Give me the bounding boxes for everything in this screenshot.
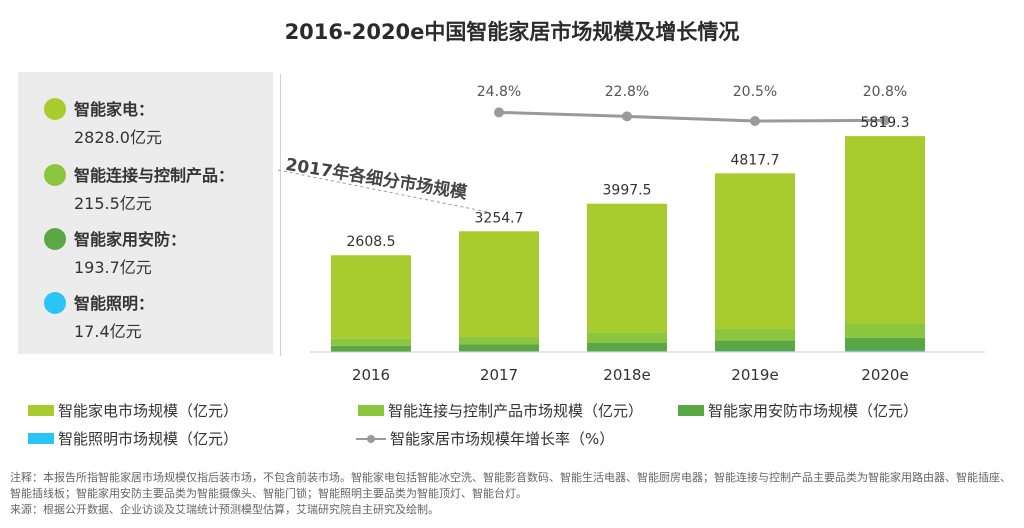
- bar-total-label: 3997.5: [603, 183, 652, 199]
- footnotes: 注释：本报告所指智能家居市场规模仅指后装市场，不包含前装市场。智能家电包括智能冰…: [10, 470, 1015, 518]
- segment-value: 215.5亿元: [74, 194, 152, 213]
- segment-item-appliance: 智能家电： 2828.0亿元: [18, 92, 273, 152]
- appliance-dot-icon: [44, 98, 66, 120]
- security-dot-icon: [44, 228, 66, 250]
- x-tick-label: 2017: [480, 366, 518, 384]
- growth-point: [880, 115, 890, 126]
- chart-canvas: 2608.5 2016 3254.7 2017 3997.5 2018e 4817.7 201…: [277, 84, 985, 384]
- bar-total-label: 5819.3: [861, 115, 910, 131]
- growth-rate-label: 20.8%: [863, 84, 907, 100]
- legend-item-appliance: 智能家电市场规模（亿元）: [28, 400, 238, 420]
- bar-total-label: 4817.7: [731, 152, 780, 168]
- segment-item-security: 智能家用安防： 193.7亿元: [18, 222, 273, 282]
- x-tick-label: 2020e: [861, 366, 908, 384]
- legend-swatch-icon: [358, 405, 384, 416]
- segment-value: 2828.0亿元: [74, 128, 162, 147]
- bar-segment: [715, 328, 795, 341]
- bar-total-label: 3254.7: [475, 210, 524, 226]
- growth-rate-label: 24.8%: [477, 84, 521, 100]
- labels-layer: 2608.5 2016 3254.7 2017 3997.5 2018e 4817.7 201…: [347, 84, 910, 384]
- legend-line-marker-icon: [356, 433, 386, 445]
- growth-rate-label: 20.5%: [733, 84, 777, 100]
- lighting-dot-icon: [44, 292, 66, 314]
- growth-line: [498, 110, 886, 123]
- bar-segment: [715, 340, 795, 352]
- legend-item-lighting: 智能照明市场规模（亿元）: [28, 428, 238, 448]
- legend-label: 智能连接与控制产品市场规模（亿元）: [388, 402, 644, 420]
- growth-rate-label: 22.8%: [605, 84, 649, 100]
- x-tick-label: 2016: [352, 366, 390, 384]
- segment-name: 智能家用安防：: [74, 230, 187, 249]
- bar-segment: [459, 336, 539, 345]
- growth-point: [494, 107, 504, 118]
- bar-segment: [459, 344, 539, 352]
- segment-value: 193.7亿元: [74, 258, 152, 277]
- segment-breakdown-panel: 智能家电： 2828.0亿元 智能连接与控制产品： 215.5亿元 智能家用安防…: [18, 72, 273, 354]
- bar-segment: [845, 337, 925, 351]
- bar-segment: [331, 338, 411, 346]
- bar-segment: [715, 173, 795, 329]
- legend-label: 智能家居市场规模年增长率（%）: [390, 430, 615, 448]
- x-tick-label: 2018e: [603, 366, 650, 384]
- bar-segment: [845, 350, 925, 352]
- note-text: 注释：本报告所指智能家居市场规模仅指后装市场，不包含前装市场。智能家电包括智能冰…: [10, 471, 1011, 500]
- legend-label: 智能家用安防市场规模（亿元）: [708, 402, 919, 420]
- legend-swatch-icon: [28, 405, 54, 416]
- x-tick-label: 2019e: [731, 366, 778, 384]
- segment-item-connect: 智能连接与控制产品： 215.5亿元: [18, 158, 273, 218]
- segment-item-lighting: 智能照明： 17.4亿元: [18, 286, 273, 346]
- segment-name: 智能照明：: [74, 294, 155, 313]
- legend-label: 智能照明市场规模（亿元）: [58, 430, 239, 448]
- legend-item-connect: 智能连接与控制产品市场规模（亿元）: [358, 400, 643, 420]
- bar-segment: [587, 332, 667, 343]
- growth-line-layer: [494, 107, 890, 126]
- source-text: 来源：根据公开数据、企业访谈及艾瑞统计预测模型估算，艾瑞研究院自主研究及绘制。: [10, 503, 439, 516]
- legend-label: 智能家电市场规模（亿元）: [58, 402, 239, 420]
- bar-segment: [845, 136, 925, 324]
- segment-name: 智能连接与控制产品：: [74, 166, 235, 185]
- legend-item-growth: 智能家居市场规模年增长率（%）: [356, 428, 614, 448]
- legend-item-security: 智能家用安防市场规模（亿元）: [678, 400, 918, 420]
- legend-swatch-icon: [28, 433, 54, 444]
- bar-total-label: 2608.5: [347, 234, 396, 250]
- legend: 智能家电市场规模（亿元） 智能连接与控制产品市场规模（亿元） 智能家用安防市场规…: [0, 396, 1024, 452]
- bar-segment: [459, 231, 539, 337]
- growth-point: [750, 116, 760, 126]
- legend-swatch-icon: [678, 405, 704, 416]
- connect-dot-icon: [44, 164, 66, 186]
- bar-segment: [845, 323, 925, 338]
- segment-value: 17.4亿元: [74, 322, 142, 341]
- bar-segment: [331, 345, 411, 352]
- panel-divider: [280, 74, 281, 356]
- bar-segment: [587, 342, 667, 352]
- growth-point: [622, 111, 632, 122]
- segment-name: 智能家电：: [74, 100, 155, 119]
- chart-title: 2016-2020e中国智能家居市场规模及增长情况: [284, 20, 740, 44]
- bar-segment: [587, 203, 667, 333]
- bar-segment: [331, 255, 411, 339]
- bars-layer: [331, 136, 925, 352]
